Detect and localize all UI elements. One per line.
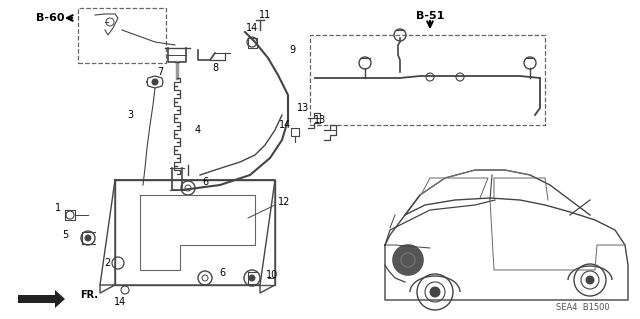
- Text: 4: 4: [195, 125, 201, 135]
- Circle shape: [430, 287, 440, 297]
- Text: 5: 5: [62, 230, 68, 240]
- Text: 12: 12: [278, 197, 290, 207]
- Text: 6: 6: [202, 177, 208, 187]
- Text: 13: 13: [314, 115, 326, 125]
- Text: 14: 14: [279, 120, 291, 130]
- Circle shape: [85, 235, 91, 241]
- Text: 2: 2: [104, 258, 110, 268]
- Text: B-60: B-60: [36, 13, 64, 23]
- Text: FR.: FR.: [80, 290, 98, 300]
- Text: B-51: B-51: [416, 11, 444, 21]
- Text: 7: 7: [157, 67, 163, 77]
- Text: 14: 14: [114, 297, 126, 307]
- Circle shape: [249, 275, 255, 281]
- Polygon shape: [18, 290, 65, 308]
- Text: 14: 14: [246, 23, 258, 33]
- Circle shape: [586, 276, 594, 284]
- Text: 1: 1: [55, 203, 61, 213]
- Circle shape: [393, 245, 423, 275]
- Bar: [310, 35, 545, 125]
- Text: SEA4  B1500: SEA4 B1500: [556, 303, 610, 313]
- Text: 8: 8: [212, 63, 218, 73]
- Text: 9: 9: [289, 45, 295, 55]
- Text: 10: 10: [266, 270, 278, 280]
- Circle shape: [152, 79, 158, 85]
- Text: 11: 11: [259, 10, 271, 20]
- Bar: [78, 8, 166, 63]
- Bar: [115, 180, 275, 285]
- Text: 3: 3: [127, 110, 133, 120]
- Text: 6: 6: [219, 268, 225, 278]
- Text: 13: 13: [297, 103, 309, 113]
